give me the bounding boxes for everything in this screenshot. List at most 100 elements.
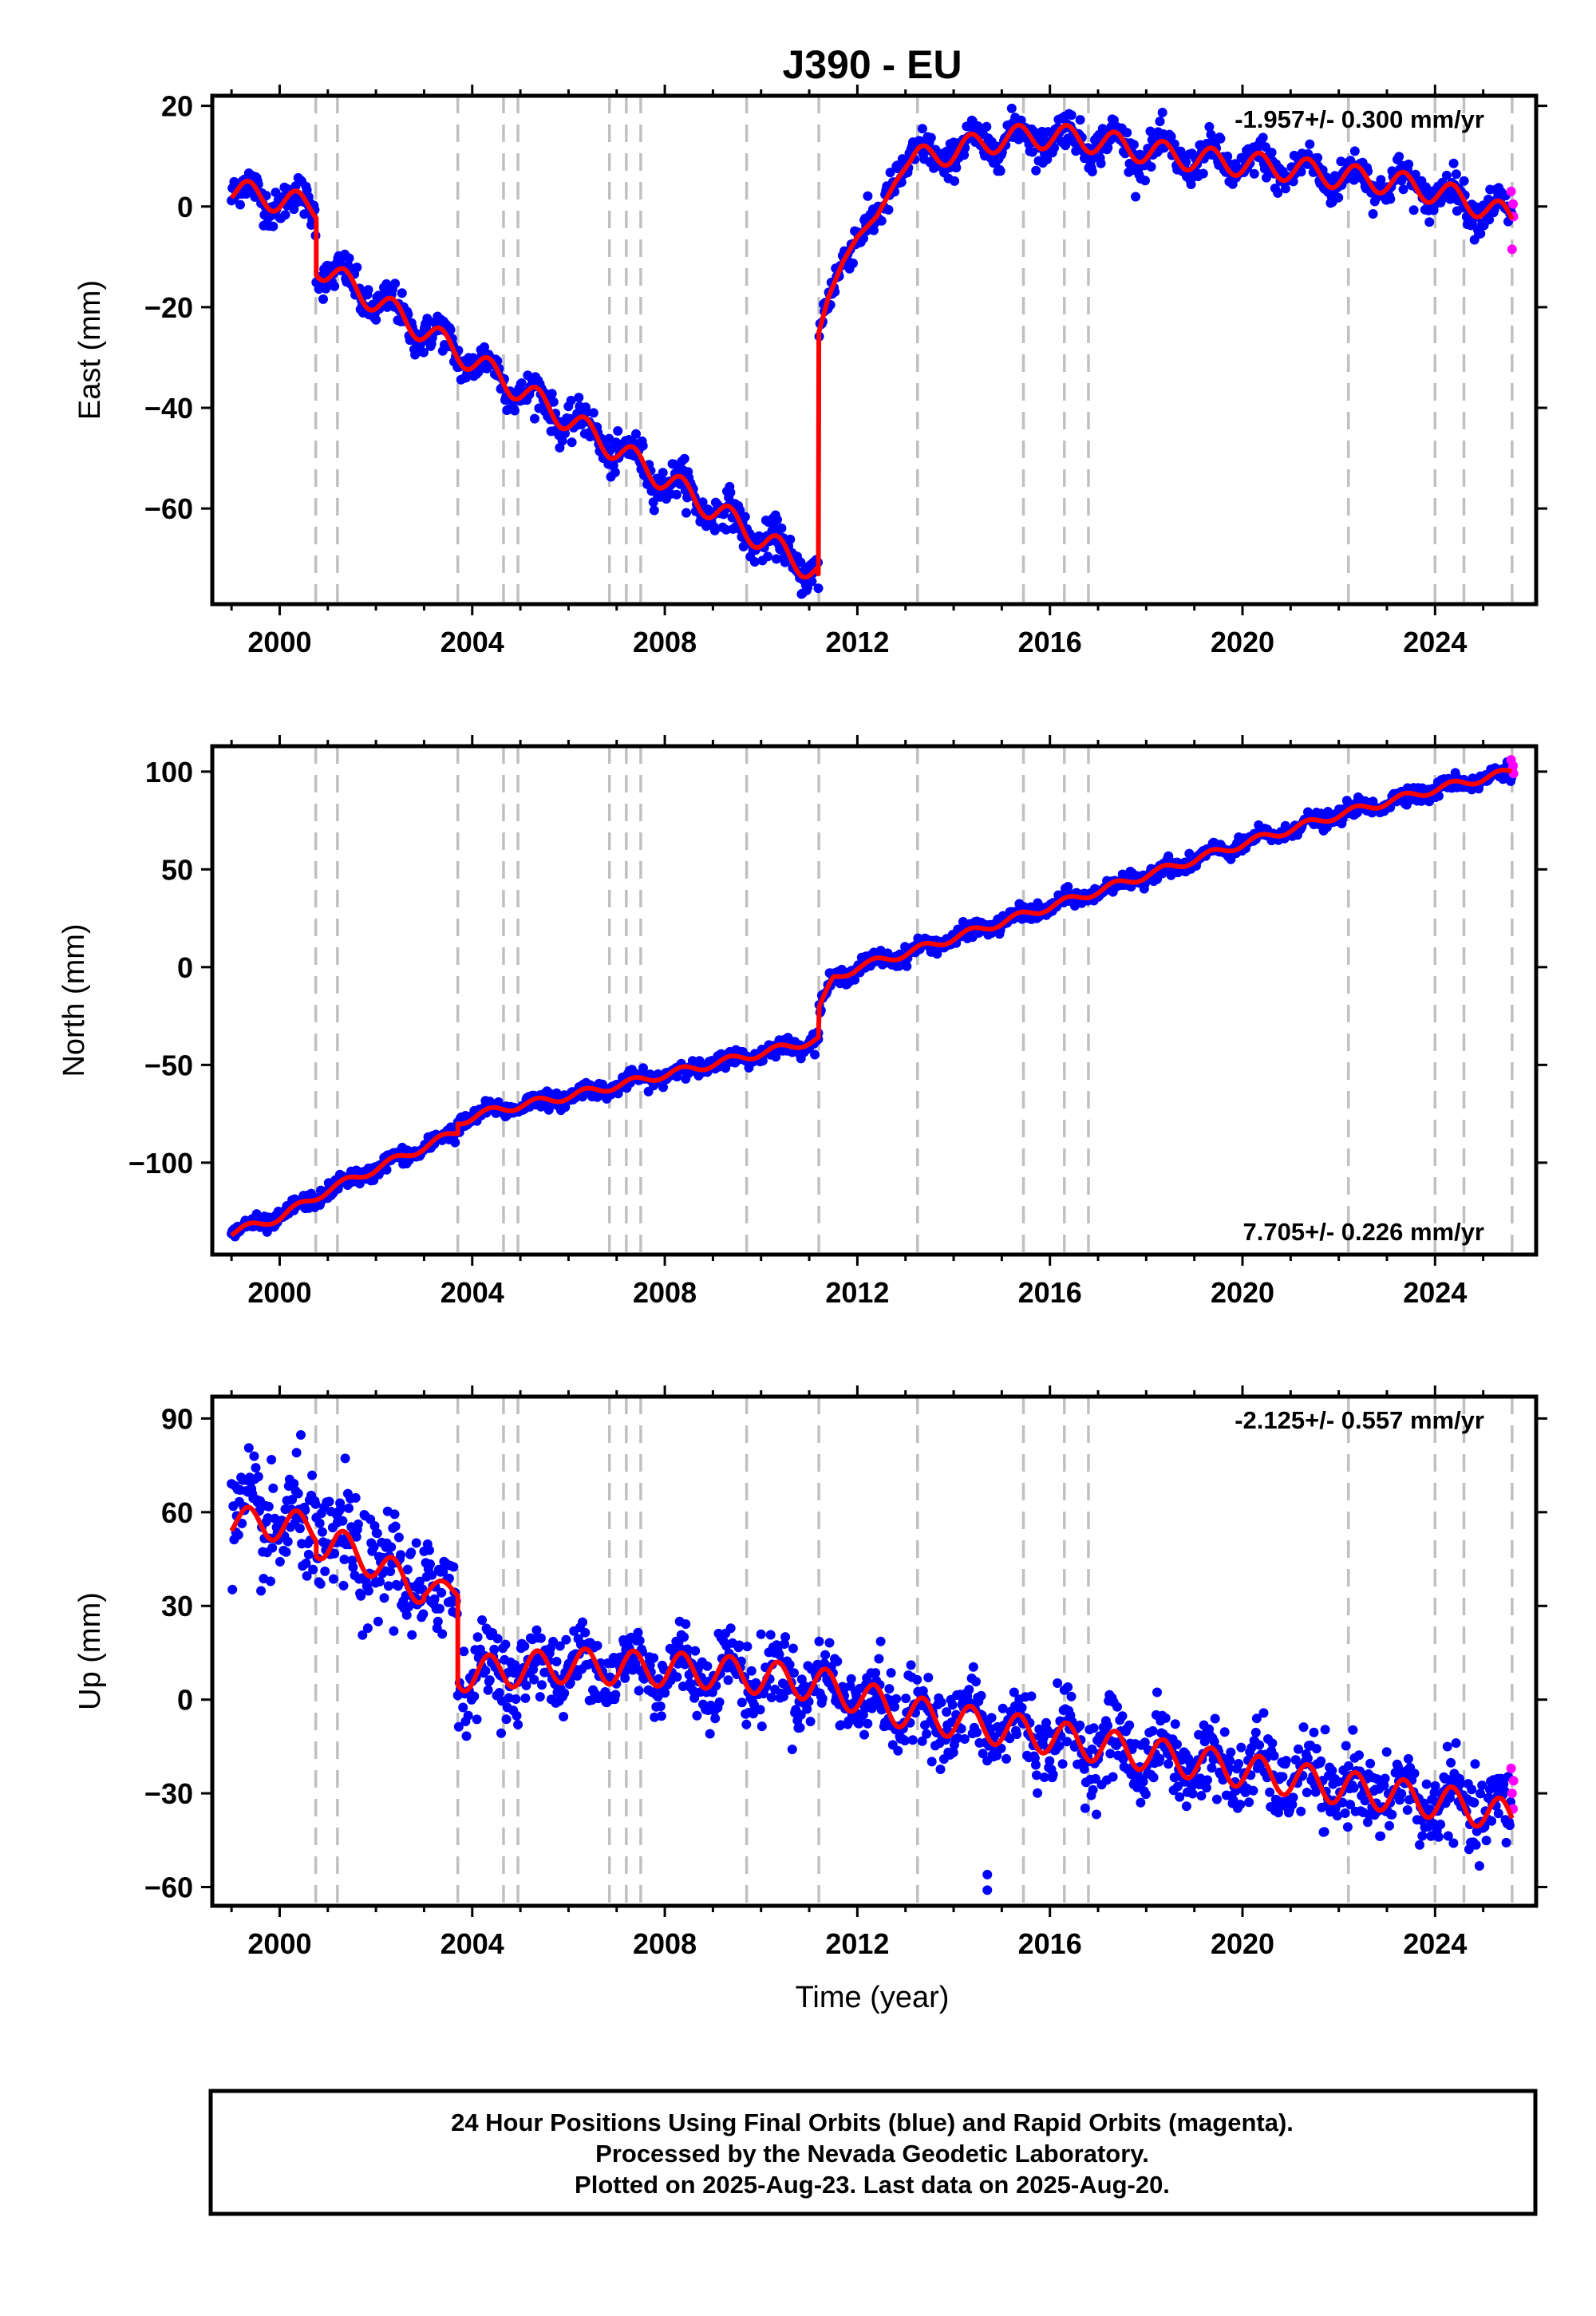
y-tick-label: −30 <box>144 1777 193 1810</box>
final-orbit-point <box>275 1556 285 1567</box>
x-tick-label: 2020 <box>1211 626 1274 658</box>
final-orbit-point <box>741 1719 752 1729</box>
final-orbit-point <box>320 1566 330 1576</box>
final-orbit-point <box>1160 1713 1171 1723</box>
final-orbit-point <box>1459 176 1469 186</box>
final-orbit-point <box>1210 1713 1220 1724</box>
final-orbit-point <box>1128 140 1139 150</box>
final-orbit-point <box>1266 148 1277 158</box>
final-orbit-point <box>393 1532 404 1543</box>
final-orbit-point <box>709 525 720 536</box>
final-orbit-point <box>547 389 557 399</box>
final-orbit-point <box>1349 146 1360 156</box>
final-orbit-point <box>1417 1831 1428 1841</box>
final-orbit-point <box>401 1610 412 1620</box>
final-orbit-point <box>742 1642 753 1652</box>
x-tick-label: 2004 <box>440 1276 504 1309</box>
final-orbit-point <box>352 263 362 272</box>
final-orbit-point <box>469 1691 480 1701</box>
final-orbit-point <box>390 1521 401 1531</box>
final-orbit-point <box>267 1455 277 1464</box>
final-orbit-point <box>1215 133 1226 144</box>
y-axis-label: North (mm) <box>57 923 91 1077</box>
final-orbit-point <box>1476 228 1486 239</box>
final-orbit-point <box>1470 1759 1480 1769</box>
y-tick-label: 100 <box>145 756 193 788</box>
final-orbit-point <box>656 1711 666 1721</box>
final-orbit-point <box>425 1559 435 1569</box>
x-axis-label: Time (year) <box>796 1981 950 2014</box>
velocity-rate-label: -1.957+/- 0.300 mm/yr <box>1235 105 1484 133</box>
north-panel: 2000 2004 2008 2012 2016 2020 2024100500−50−10… <box>57 735 1547 1309</box>
final-orbit-point <box>1206 129 1216 140</box>
final-orbit-point <box>1348 1725 1358 1735</box>
final-orbit-point <box>307 1470 318 1480</box>
final-orbit-point <box>1045 1756 1055 1766</box>
final-orbit-point <box>1117 1711 1128 1721</box>
final-orbit-point <box>1403 1753 1413 1764</box>
final-orbit-point <box>922 1729 932 1739</box>
final-orbit-point <box>768 522 779 532</box>
final-orbit-point <box>1354 1750 1364 1761</box>
y-tick-label: −20 <box>144 291 193 324</box>
final-orbit-point <box>363 1586 373 1596</box>
final-orbit-point <box>832 1656 843 1666</box>
final-orbit-point <box>281 1547 291 1557</box>
velocity-rate-label: 7.705+/- 0.226 mm/yr <box>1243 1218 1484 1246</box>
final-orbit-point <box>501 1714 512 1725</box>
final-orbit-points <box>227 1430 1517 1871</box>
final-orbit-point <box>1103 1721 1113 1731</box>
final-orbit-point <box>296 1430 306 1440</box>
final-orbit-point <box>950 176 960 186</box>
final-orbit-point <box>363 285 373 295</box>
final-orbit-point <box>1408 205 1419 215</box>
final-orbit-point <box>721 524 731 535</box>
final-orbit-point <box>1181 157 1191 168</box>
final-orbit-point <box>511 1694 521 1704</box>
final-orbit-point <box>610 1690 621 1700</box>
final-orbit-point <box>1254 1740 1265 1750</box>
y-tick-label: 50 <box>161 853 193 886</box>
final-orbit-point <box>690 1646 701 1656</box>
east-panel: 2000 2004 2008 2012 2016 2020 2024200−20−40−60… <box>73 85 1547 658</box>
final-orbit-point <box>353 1519 363 1529</box>
final-orbit-point <box>1296 1806 1306 1816</box>
x-tick-label: 2004 <box>440 626 504 658</box>
final-orbit-point <box>338 1580 349 1591</box>
final-orbit-point <box>561 1634 571 1645</box>
final-orbit-point <box>869 225 879 235</box>
x-tick-label: 2024 <box>1403 626 1467 658</box>
final-orbit-point <box>891 1694 902 1704</box>
footer-line-2: Processed by the Nevada Geodetic Laborat… <box>595 2140 1149 2168</box>
final-orbit-points <box>227 757 1517 1242</box>
final-orbit-point <box>492 1634 503 1644</box>
final-orbit-point <box>926 1757 937 1767</box>
final-orbit-point <box>1157 108 1167 117</box>
final-orbit-point <box>1244 1797 1254 1808</box>
final-orbit-point <box>1096 158 1106 168</box>
final-orbit-point <box>1474 1861 1484 1871</box>
x-tick-label: 2024 <box>1403 1927 1467 1960</box>
final-orbit-point <box>1187 1788 1198 1799</box>
final-orbit-point <box>592 1641 602 1650</box>
final-orbit-point <box>521 1680 531 1690</box>
final-orbit-point <box>303 1549 314 1559</box>
final-orbit-point <box>463 1710 473 1721</box>
x-tick-label: 2020 <box>1211 1276 1274 1309</box>
final-orbit-point <box>655 1701 666 1711</box>
final-orbit-point <box>483 1685 493 1695</box>
y-tick-label: 20 <box>161 90 193 123</box>
final-orbit-point <box>679 1632 689 1642</box>
final-orbit-point <box>1006 103 1017 113</box>
final-orbit-point <box>1108 1772 1118 1782</box>
final-orbit-point <box>1258 1708 1269 1718</box>
final-orbit-point <box>406 1547 417 1558</box>
final-orbit-point <box>740 512 750 522</box>
final-orbit-point <box>1012 1729 1022 1740</box>
final-orbit-point <box>1103 142 1113 152</box>
x-tick-label: 2000 <box>247 1927 311 1960</box>
model-line <box>230 767 1513 1238</box>
final-orbit-point <box>266 1576 275 1587</box>
final-orbit-point <box>1122 128 1132 138</box>
